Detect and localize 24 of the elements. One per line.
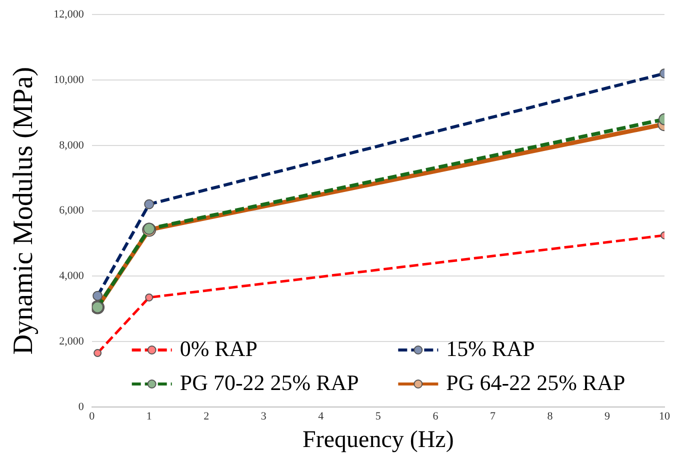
x-tick-label: 8 [547,410,554,422]
y-tick-label: 8,000 [59,139,84,152]
x-tick-label: 7 [490,410,496,422]
y-tick-label: 0 [78,400,84,413]
legend-label: PG 64-22 25% RAP [446,370,626,395]
legend-label: 0% RAP [180,336,258,361]
x-tick-label: 1 [146,410,152,422]
x-tick-label: 10 [659,410,670,422]
y-tick-label: 12,000 [54,8,84,20]
x-tick-label: 3 [260,410,267,422]
x-tick-label: 0 [89,410,96,422]
x-tick-label: 9 [604,410,610,422]
y-tick-label: 4,000 [59,270,84,282]
legend-label: PG 70-22 25% RAP [180,370,359,395]
x-tick-label: 6 [432,410,439,422]
legend-label: 15% RAP [446,336,535,361]
y-tick-label: 2,000 [59,335,84,348]
y-axis-title: Dynamic Modulus (MPa) [8,66,40,355]
y-tick-label: 10,000 [54,74,84,86]
y-tick-label: 6,000 [59,204,84,217]
x-tick-label: 4 [318,410,324,422]
x-tick-label: 5 [375,410,382,422]
x-tick-label: 2 [204,410,210,422]
x-axis-title: Frequency (Hz) [302,426,454,453]
